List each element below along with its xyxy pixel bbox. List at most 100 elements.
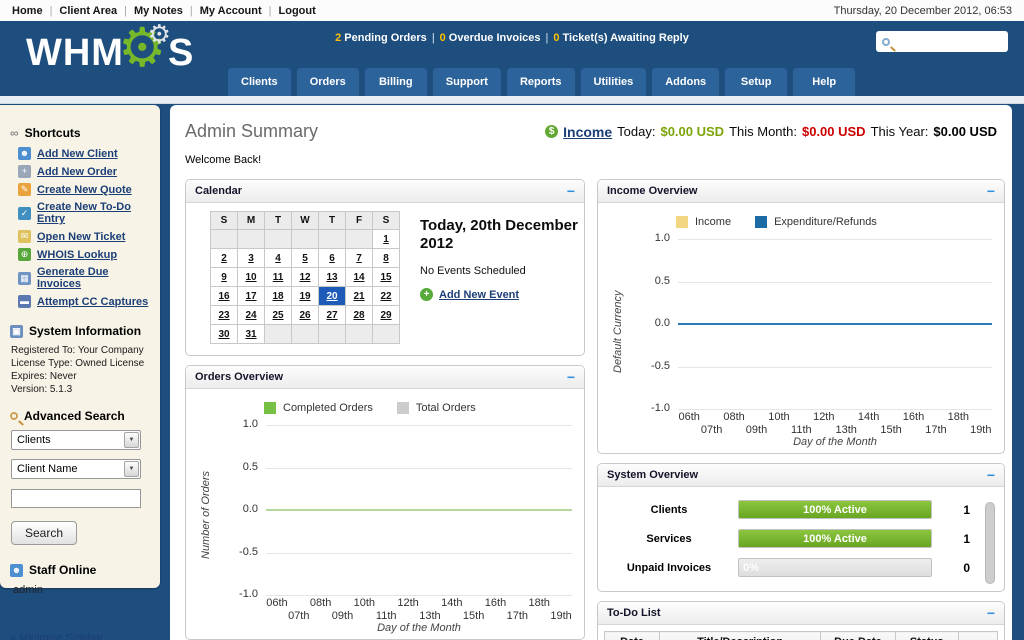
header-separator — [0, 96, 1024, 104]
topbar-link-my-account[interactable]: My Account — [199, 4, 262, 17]
shortcut-add-new-client[interactable]: ☻ Add New Client — [18, 147, 152, 160]
calendar-day-header: T — [318, 211, 346, 230]
calendar-day[interactable]: 6 — [318, 248, 346, 268]
calendar-day[interactable]: 17 — [237, 286, 265, 306]
nav-tab-help[interactable]: Help — [793, 68, 856, 96]
calendar-day[interactable]: 16 — [210, 286, 238, 306]
calendar-day[interactable]: 12 — [291, 267, 319, 287]
calendar-day[interactable]: 2 — [210, 248, 238, 268]
calendar-day-selected[interactable]: 20 — [318, 286, 346, 306]
calendar-day[interactable]: 13 — [318, 267, 346, 287]
chevron-down-icon[interactable]: ▼ — [124, 461, 139, 477]
calendar-day[interactable]: 5 — [291, 248, 319, 268]
topbar-link-home[interactable]: Home — [12, 4, 43, 17]
current-datetime: Thursday, 20 December 2012, 06:53 — [833, 4, 1012, 17]
todo-column-title-description: Title/Description — [659, 631, 822, 640]
minimise-sidebar-link[interactable]: « Minimise Sidebar — [10, 632, 104, 640]
calendar-day[interactable]: 18 — [264, 286, 292, 306]
calendar-day[interactable]: 4 — [264, 248, 292, 268]
nav-tab-addons[interactable]: Addons — [652, 68, 720, 96]
money-icon: $ — [545, 125, 559, 138]
calendar-day[interactable]: 8 — [372, 248, 400, 268]
calendar-day[interactable]: 3 — [237, 248, 265, 268]
search-type-select[interactable]: Clients ▼ — [11, 430, 141, 450]
shortcut-create-new-to-do-entry[interactable]: ✓ Create New To-Do Entry — [18, 201, 152, 225]
panel-title: Orders Overview — [195, 371, 284, 383]
shortcut-add-new-order[interactable]: + Add New Order — [18, 165, 152, 178]
x-axis-tick: 08th — [309, 597, 332, 609]
topbar-link-client-area[interactable]: Client Area — [59, 4, 118, 17]
events-status: No Events Scheduled — [420, 265, 526, 277]
collapse-icon[interactable]: − — [986, 183, 995, 199]
income-link[interactable]: Income — [563, 123, 613, 140]
calendar-day[interactable]: 22 — [372, 286, 400, 306]
calendar-day[interactable]: 15 — [372, 267, 400, 287]
legend-swatch — [755, 216, 768, 228]
add-new-event-link[interactable]: + Add New Event — [420, 288, 580, 301]
chart-legend: Completed Orders Total Orders — [264, 402, 476, 414]
calendar-day-header: F — [345, 211, 373, 230]
calendar-day[interactable]: 1 — [372, 229, 400, 249]
globe-icon: ⊕ — [18, 248, 31, 261]
calendar-day[interactable]: 14 — [345, 267, 373, 287]
nav-tab-clients[interactable]: Clients — [228, 68, 291, 96]
collapse-icon[interactable]: − — [986, 605, 995, 621]
topbar-link-my-notes[interactable]: My Notes — [133, 4, 183, 17]
calendar-day[interactable]: 27 — [318, 305, 346, 325]
calendar-day[interactable]: 25 — [264, 305, 292, 325]
calendar-day[interactable]: 30 — [210, 324, 238, 344]
shortcut-attempt-cc-captures[interactable]: ▬ Attempt CC Captures — [18, 295, 152, 308]
calendar-day[interactable]: 31 — [237, 324, 265, 344]
calendar-day[interactable]: 26 — [291, 305, 319, 325]
stat-count: 2 — [335, 32, 342, 44]
nav-tab-billing[interactable]: Billing — [364, 68, 427, 96]
calendar-day[interactable]: 10 — [237, 267, 265, 287]
calendar-day[interactable]: 21 — [345, 286, 373, 306]
topbar-link-logout[interactable]: Logout — [278, 4, 316, 17]
collapse-icon[interactable]: − — [566, 369, 575, 385]
nav-tab-support[interactable]: Support — [432, 68, 501, 96]
calendar-day[interactable]: 9 — [210, 267, 238, 287]
y-axis-title: Number of Orders — [200, 470, 212, 559]
search-button[interactable]: Search — [11, 521, 78, 545]
collapse-icon[interactable]: − — [986, 467, 995, 483]
nav-tab-orders[interactable]: Orders — [296, 68, 359, 96]
y-axis-tick: -1.0 — [651, 402, 670, 414]
calendar-day[interactable]: 24 — [237, 305, 265, 325]
gridline — [266, 425, 572, 426]
sidebar: ∞ Shortcuts ☻ Add New Client + Add New Orde… — [0, 105, 160, 640]
calendar-day[interactable]: 7 — [345, 248, 373, 268]
chevron-down-icon[interactable]: ▼ — [124, 432, 139, 448]
shortcut-whois-lookup[interactable]: ⊕ WHOIS Lookup — [18, 248, 152, 261]
y-axis-tick: 0.0 — [654, 317, 670, 329]
orders-overview-panel: Orders Overview − Completed Orders Total … — [185, 365, 585, 640]
calendar-day[interactable]: 28 — [345, 305, 373, 325]
system-info-header: ▣ System Information — [10, 324, 152, 338]
header-search[interactable] — [876, 31, 1008, 52]
collapse-icon[interactable]: − — [566, 183, 575, 199]
calendar-day[interactable]: 11 — [264, 267, 292, 287]
x-axis-tick: 12th — [397, 597, 419, 609]
panel-title: Calendar — [195, 185, 243, 197]
monitor-icon: ▣ — [10, 324, 23, 338]
calendar-day[interactable]: 23 — [210, 305, 238, 325]
search-field-select[interactable]: Client Name ▼ — [11, 459, 141, 479]
system-row-clients: Clients 100% Active 1 — [608, 500, 970, 519]
calendar-day[interactable]: 29 — [372, 305, 400, 325]
shortcut-generate-due-invoices[interactable]: ▦ Generate Due Invoices — [18, 266, 152, 290]
gridline — [678, 366, 992, 368]
shortcut-open-new-ticket[interactable]: ✉ Open New Ticket — [18, 230, 152, 243]
advanced-search-input[interactable] — [11, 489, 141, 508]
system-row-services: Services 100% Active 1 — [608, 529, 970, 548]
scrollbar[interactable] — [985, 502, 995, 584]
link-icon: ∞ — [10, 126, 19, 140]
nav-tab-utilities[interactable]: Utilities — [580, 68, 647, 96]
shortcut-create-new-quote[interactable]: ✎ Create New Quote — [18, 183, 152, 196]
nav-tab-reports[interactable]: Reports — [506, 68, 575, 96]
nav-tab-setup[interactable]: Setup — [725, 68, 788, 96]
calendar-empty-cell — [210, 229, 238, 249]
search-icon — [882, 37, 890, 46]
x-axis-tick: 14th — [857, 411, 880, 423]
search-input[interactable] — [894, 35, 1002, 48]
calendar-day[interactable]: 19 — [291, 286, 319, 306]
